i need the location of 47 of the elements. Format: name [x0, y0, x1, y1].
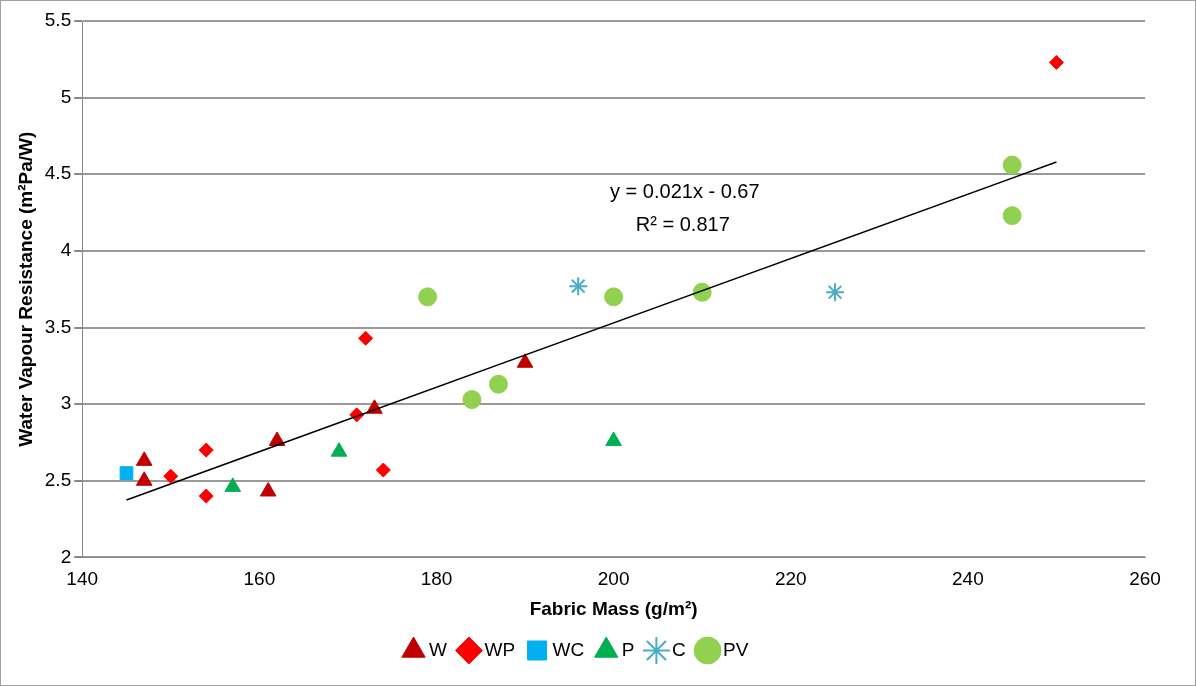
- point: [330, 442, 348, 457]
- point: [488, 374, 508, 394]
- point: [1002, 155, 1022, 175]
- y-tick-label: 5: [60, 85, 72, 107]
- annotation: R² = 0.817: [635, 213, 730, 236]
- x-tick-label: 220: [774, 568, 807, 590]
- point: [462, 390, 482, 410]
- y-tick-label: 3: [60, 392, 72, 414]
- point: [604, 287, 624, 307]
- point: [224, 477, 242, 492]
- point: [825, 282, 846, 303]
- x-axis-title: Fabric Mass (g/m²): [529, 597, 698, 619]
- point: [119, 466, 134, 480]
- point: [358, 330, 374, 346]
- point: [516, 353, 534, 368]
- point: [375, 462, 391, 478]
- point: [135, 471, 153, 486]
- x-tick-label: 200: [597, 568, 630, 590]
- y-tick-label: 5.5: [44, 9, 72, 31]
- y-tick-label: 4.5: [44, 162, 72, 184]
- annotation: y = 0.021x - 0.67: [610, 180, 760, 203]
- point: [568, 276, 589, 297]
- legend-label: P: [621, 638, 635, 660]
- point: [163, 468, 179, 484]
- point: [605, 431, 622, 446]
- y-axis-title: Water Vapour Resistance (m²Pa/W): [14, 131, 36, 447]
- y-tick-label: 3.5: [44, 315, 72, 337]
- point: [259, 482, 277, 497]
- x-tick-label: 260: [1129, 568, 1161, 590]
- legend-label: WP: [484, 638, 516, 660]
- point: [198, 488, 214, 504]
- point: [1002, 206, 1022, 226]
- legend-label: PV: [723, 638, 749, 660]
- y-tick-label: 2: [60, 545, 72, 567]
- point: [418, 287, 438, 307]
- legend-label: WC: [552, 638, 585, 660]
- y-tick-label: 4: [60, 239, 72, 261]
- x-tick-label: 140: [66, 568, 99, 590]
- legend-label: W: [429, 638, 448, 660]
- legend-label: C: [671, 638, 686, 660]
- x-tick-label: 160: [243, 568, 276, 590]
- point: [135, 451, 153, 466]
- point: [1048, 54, 1064, 70]
- point: [198, 442, 214, 458]
- x-tick-label: 180: [420, 568, 453, 590]
- x-tick-label: 240: [952, 568, 984, 590]
- y-tick-label: 2.5: [44, 469, 72, 491]
